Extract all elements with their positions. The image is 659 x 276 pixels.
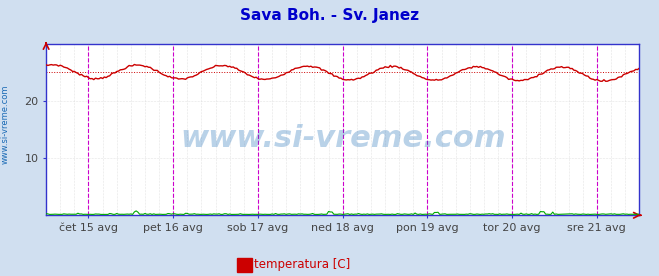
Text: temperatura [C]: temperatura [C] bbox=[254, 258, 350, 272]
Text: www.si-vreme.com: www.si-vreme.com bbox=[1, 84, 10, 164]
Text: Sava Boh. - Sv. Janez: Sava Boh. - Sv. Janez bbox=[240, 8, 419, 23]
Text: www.si-vreme.com: www.si-vreme.com bbox=[180, 124, 505, 153]
